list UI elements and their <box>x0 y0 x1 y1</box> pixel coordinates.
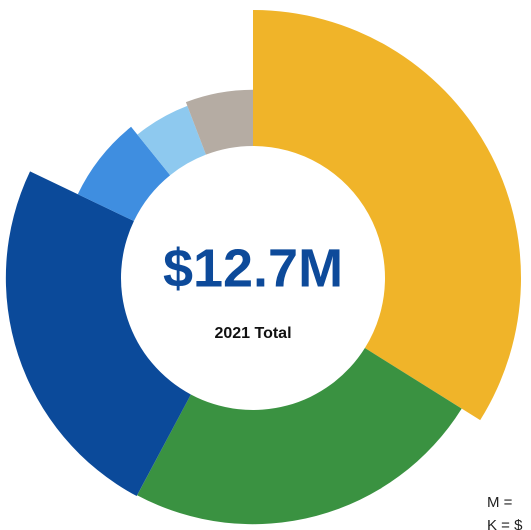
note: K = $ <box>487 517 523 530</box>
donut <box>5 10 521 525</box>
slice <box>137 105 206 176</box>
center-value: $12.7M <box>163 238 343 298</box>
center-label: 2021 Total <box>214 325 291 342</box>
note: M = <box>487 494 513 511</box>
slice <box>77 126 171 222</box>
slice <box>185 89 253 155</box>
slice <box>253 10 521 421</box>
slice <box>137 348 462 525</box>
slice <box>5 171 191 497</box>
